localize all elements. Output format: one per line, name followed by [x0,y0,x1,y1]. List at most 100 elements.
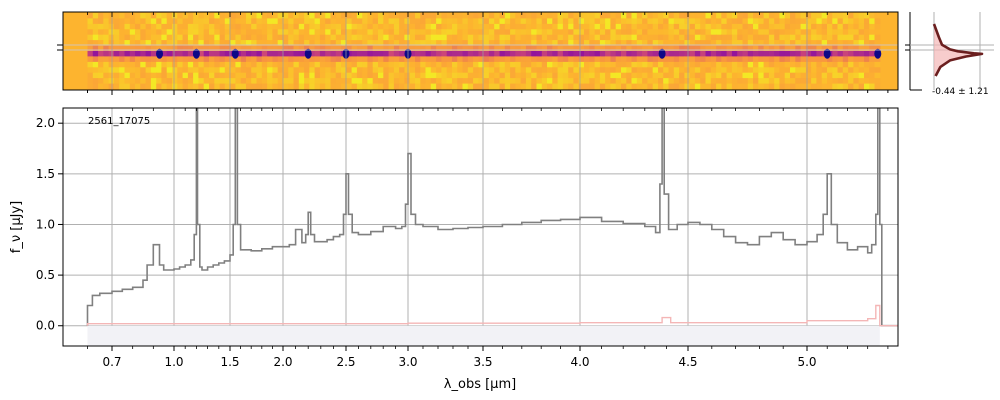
spectrum-2d-pixel [193,13,199,19]
spectrum-2d-pixel [267,29,273,36]
spectrum-2d-pixel [272,51,279,57]
spectrum-2d-pixel [673,40,680,47]
spectrum-2d-pixel [367,72,374,79]
spectrum-2d-pixel [457,18,464,25]
spectrum-2d-pixel [515,51,522,57]
spectrum-2d-pixel [869,72,876,79]
spectrum-2d-pixel [87,40,94,47]
spectrum-2d-pixel [488,23,495,30]
spectrum-2d-pixel [631,78,638,85]
spectrum-2d-pixel [467,72,474,79]
spectrum-2d-pixel [805,83,812,90]
spectrum-2d-pixel [779,40,786,47]
spectrum-2d-pixel [319,34,326,41]
spectrum-2d-pixel [737,18,744,25]
spectrum-2d-pixel [124,67,131,74]
spectrum-2d-pixel [362,51,369,57]
spectrum-2d-pixel [700,83,707,90]
spectrum-2d-pixel [214,56,221,63]
spectrum-2d-pixel [731,56,738,63]
spectrum-2d-pixel [187,40,194,47]
spectrum-2d-pixel [393,40,400,47]
spectrum-2d-pixel [700,23,707,30]
emission-blob [658,48,666,59]
spectrum-2d-pixel [161,18,168,25]
spectrum-2d-pixel [763,13,770,19]
spectrum-2d-pixel [193,29,199,36]
spectrum-2d-pixel [177,51,184,57]
spectrum-2d-pixel [599,61,606,68]
spectrum-2d-pixel [214,67,221,74]
spectrum-2d-pixel [573,83,580,90]
spectrum-2d-pixel [832,61,839,68]
spectrum-2d-pixel [647,72,654,79]
spectrum-2d-pixel [135,78,141,85]
spectrum-2d-pixel [710,40,717,47]
spectrum-2d-pixel [129,23,136,30]
spectrum-2d-pixel [288,51,295,57]
spectrum-2d-pixel [747,51,754,57]
spectrum-2d-pixel [330,83,337,90]
spectrum-2d-pixel [642,61,648,68]
spectrum-2d-pixel [351,72,358,79]
spectrum-2d-pixel [557,40,564,47]
spectrum-2d-pixel [478,72,485,79]
spectrum-2d-pixel [409,72,416,79]
spectrum-2d-pixel [473,40,479,47]
spectrum-2d-pixel [626,29,633,36]
spectrum-2d-pixel [721,29,728,36]
spectrum-2d-pixel [790,34,796,41]
spectrum-2d-pixel [288,18,295,25]
spectrum-2d-pixel [113,61,120,68]
spectrum-2d-pixel [209,51,215,57]
spectrum-2d-pixel [795,34,802,41]
spectrum-2d-pixel [193,40,199,47]
spectrum-2d-pixel [800,83,807,90]
spectrum-2d-pixel [589,23,596,30]
spectrum-2d-pixel [642,23,648,30]
spectrum-2d-pixel [156,13,163,19]
spectrum-2d-pixel [277,23,284,30]
spectrum-2d-pixel [700,72,707,79]
spectrum-2d-pixel [145,40,152,47]
spectrum-2d-pixel [425,13,432,19]
spectrum-2d-pixel [203,13,210,19]
spectrum-2d-pixel [473,18,479,25]
spectrum-2d-pixel [827,29,833,36]
spectrum-2d-pixel [694,67,701,74]
spectrum-2d-pixel [800,13,807,19]
spectrum-2d-pixel [557,29,564,36]
spectrum-2d-pixel [848,72,854,79]
spectrum-2d-pixel [679,61,685,68]
spectrum-2d-pixel [256,40,263,47]
spectrum-2d-pixel [578,67,585,74]
spectrum-2d-pixel [420,23,427,30]
spectrum-2d-pixel [552,23,559,30]
spectrum-2d-pixel [615,18,622,25]
spectrum-2d-pixel [689,45,696,52]
spectrum-2d-pixel [314,18,321,25]
x-tick-label: 4.0 [570,355,589,369]
spectrum-2d-pixel [235,40,242,47]
spectrum-2d-pixel [203,40,210,47]
spectrum-2d-pixel [504,83,511,90]
spectrum-2d-pixel [679,13,685,19]
spectrum-2d-pixel [842,72,849,79]
spectrum-2d-pixel [288,40,295,47]
spectrum-2d-pixel [784,34,791,41]
spectrum-2d-pixel [584,72,590,79]
spectrum-2d-pixel [161,67,168,74]
spectrum-2d-pixel [811,72,817,79]
spectrum-2d-pixel [393,67,400,74]
spectrum-2d-pixel [631,40,638,47]
spectrum-2d-pixel [700,45,707,52]
spectrum-2d-pixel [837,29,844,36]
spectrum-2d-pixel [198,51,205,57]
spectrum-2d-pixel [473,23,479,30]
spectrum-2d-pixel [240,40,247,47]
spectrum-2d-pixel [198,56,205,63]
spectrum-2d-pixel [124,61,131,68]
spectrum-2d-pixel [156,18,163,25]
spectrum-2d-pixel [309,51,316,57]
spectrum-2d-pixel [716,34,722,41]
